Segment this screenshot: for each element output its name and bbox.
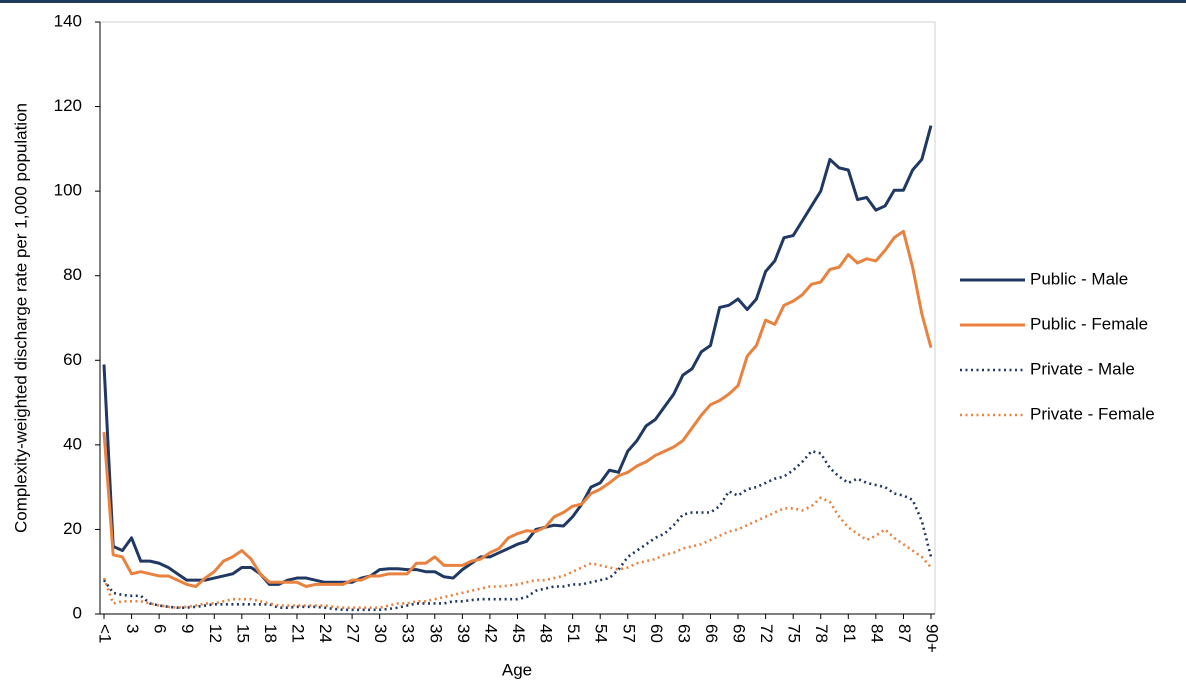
x-tick-label: 75 (785, 624, 804, 643)
legend-label: Public - Male (1030, 269, 1128, 288)
x-tick-label: 57 (619, 624, 638, 643)
y-tick-label: 40 (63, 434, 82, 453)
x-tick-label: 18 (261, 624, 280, 643)
x-tick-label: 36 (426, 624, 445, 643)
legend-label: Public - Female (1030, 314, 1148, 333)
legend-label: Private - Male (1030, 359, 1135, 378)
x-tick-label: 30 (371, 624, 390, 643)
x-tick-label: 90+ (923, 624, 942, 653)
x-tick-label: 51 (564, 624, 583, 643)
x-tick-label: 84 (867, 624, 886, 643)
y-axis-title: Complexity-weighted discharge rate per 1… (11, 103, 30, 533)
x-tick-label: 42 (481, 624, 500, 643)
series-line (102, 496, 932, 609)
x-tick-label: 6 (151, 624, 170, 633)
y-tick-label: 100 (54, 181, 82, 200)
y-tick-label: 80 (63, 265, 82, 284)
x-tick-label: 78 (812, 624, 831, 643)
x-tick-label: 39 (454, 624, 473, 643)
y-tick-label: 140 (54, 11, 82, 30)
x-tick-label: 72 (757, 624, 776, 643)
x-tick-label: 54 (592, 624, 611, 643)
top-border (0, 0, 1186, 3)
x-tick-label: 15 (233, 624, 252, 643)
plot-frame (99, 21, 936, 615)
y-tick-label: 60 (63, 350, 82, 369)
x-tick-label: 87 (895, 624, 914, 643)
x-tick-label: <1 (96, 624, 115, 643)
legend-label: Private - Female (1030, 404, 1155, 423)
y-tick-label: 20 (63, 519, 82, 538)
x-tick-label: 9 (178, 624, 197, 633)
x-tick-label: 45 (509, 624, 528, 643)
x-axis-title: Age (502, 660, 532, 679)
x-tick-label: 63 (674, 624, 693, 643)
x-tick-label: 60 (647, 624, 666, 643)
x-tick-label: 66 (702, 624, 721, 643)
x-tick-label: 69 (730, 624, 749, 643)
x-tick-label: 48 (537, 624, 556, 643)
x-tick-label: 12 (206, 624, 225, 643)
series-line (102, 449, 933, 612)
x-tick-label: 24 (316, 624, 335, 643)
x-tick-label: 21 (288, 624, 307, 643)
y-tick-label: 120 (54, 96, 82, 115)
x-tick-label: 27 (344, 624, 363, 643)
x-tick-label: 33 (399, 624, 418, 643)
series-line (102, 229, 933, 589)
x-tick-label: 81 (840, 624, 859, 643)
y-tick-label: 0 (73, 603, 82, 622)
series-line (102, 125, 933, 586)
x-tick-label: 3 (123, 624, 142, 633)
